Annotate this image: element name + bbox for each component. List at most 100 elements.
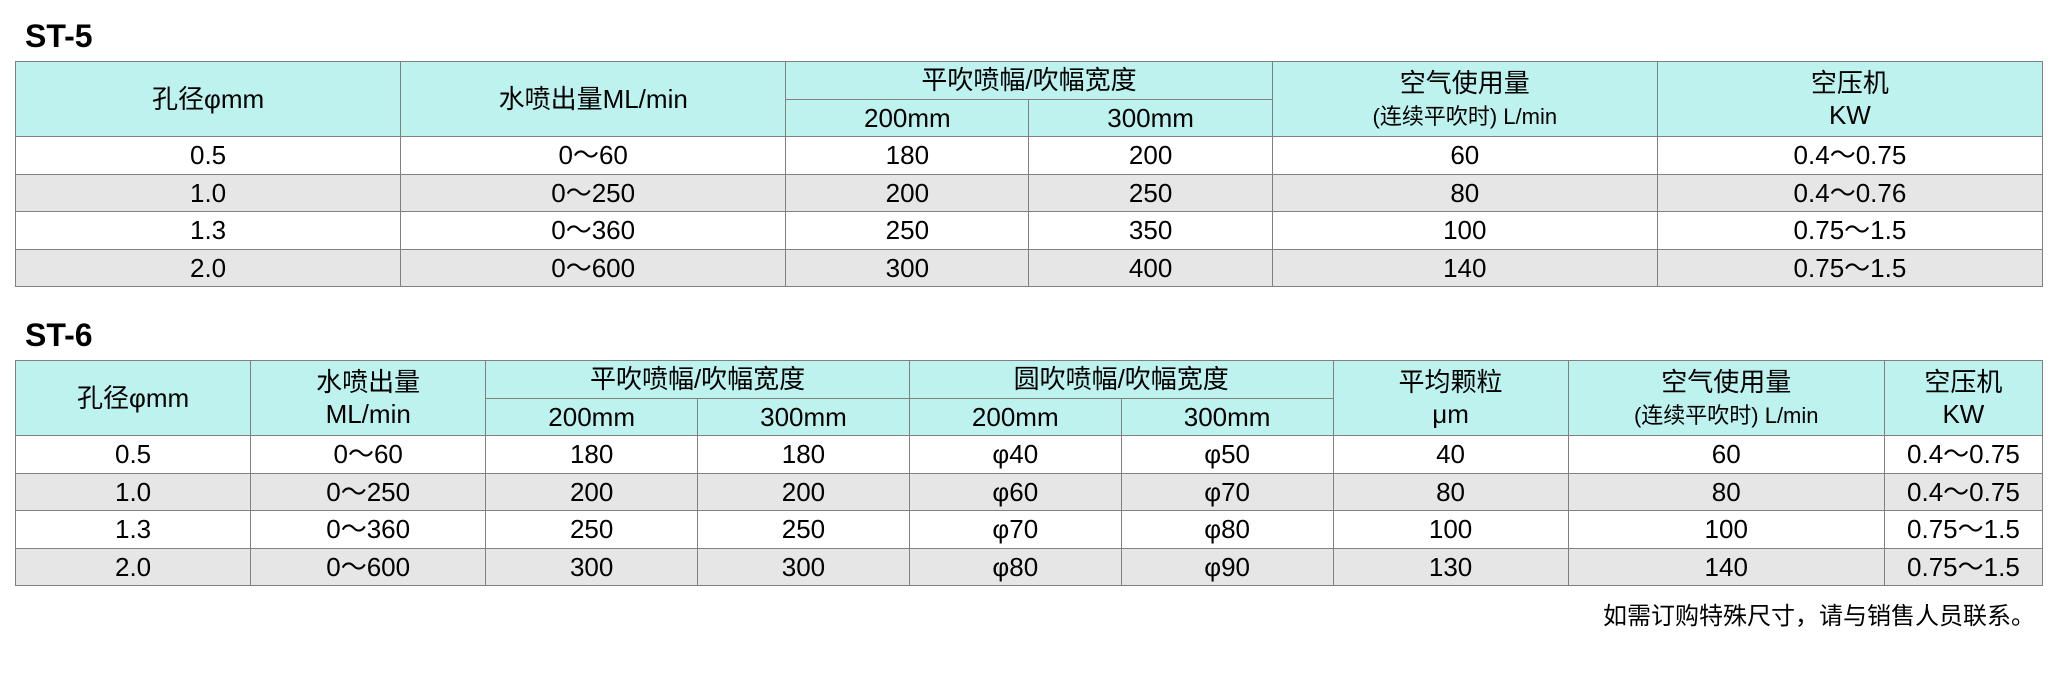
cell-bore: 1.3 bbox=[16, 212, 401, 250]
cell-air: 60 bbox=[1272, 137, 1657, 175]
cell-kw: 0.4～0.75 bbox=[1884, 473, 2042, 511]
cell-air: 80 bbox=[1568, 473, 1884, 511]
st6-th-particle-l1: 平均颗粒 bbox=[1399, 367, 1503, 397]
cell-f200: 180 bbox=[486, 436, 698, 474]
st6-th-particle-l2: μm bbox=[1432, 399, 1469, 429]
cell-kw: 0.75～1.5 bbox=[1657, 249, 2042, 287]
cell-water: 0～600 bbox=[251, 548, 486, 586]
table-row: 2.0 0～600 300 300 φ80 φ90 130 140 0.75～1… bbox=[16, 548, 2043, 586]
cell-r200: φ70 bbox=[909, 511, 1121, 549]
st6-th-comp-l1: 空压机 bbox=[1924, 367, 2002, 397]
st6-th-water-l1: 水喷出量 bbox=[316, 367, 420, 397]
cell-bore: 0.5 bbox=[16, 436, 251, 474]
cell-particle: 80 bbox=[1333, 473, 1568, 511]
table-row: 2.0 0～600 300 400 140 0.75～1.5 bbox=[16, 249, 2043, 287]
cell-f300: 200 bbox=[1029, 137, 1272, 175]
cell-f300: 250 bbox=[698, 511, 910, 549]
cell-particle: 130 bbox=[1333, 548, 1568, 586]
cell-air: 100 bbox=[1272, 212, 1657, 250]
st5-th-flat-group: 平吹喷幅/吹幅宽度 bbox=[786, 62, 1272, 100]
st5-th-air-l1: 空气使用量 bbox=[1400, 68, 1530, 98]
cell-water: 0～60 bbox=[251, 436, 486, 474]
cell-bore: 1.0 bbox=[16, 473, 251, 511]
table-row: 1.3 0～360 250 350 100 0.75～1.5 bbox=[16, 212, 2043, 250]
st6-th-flat-200: 200mm bbox=[486, 398, 698, 436]
cell-bore: 1.3 bbox=[16, 511, 251, 549]
st5-table: 孔径φmm 水喷出量ML/min 平吹喷幅/吹幅宽度 空气使用量 (连续平吹时)… bbox=[15, 61, 2043, 287]
cell-r200: φ60 bbox=[909, 473, 1121, 511]
cell-bore: 0.5 bbox=[16, 137, 401, 175]
st5-th-flat-200: 200mm bbox=[786, 99, 1029, 137]
st5-th-comp-l1: 空压机 bbox=[1811, 68, 1889, 98]
footer-note: 如需订购特殊尺寸，请与销售人员联系。 bbox=[15, 596, 2043, 631]
st5-th-air: 空气使用量 (连续平吹时) L/min bbox=[1272, 62, 1657, 137]
cell-r300: φ70 bbox=[1121, 473, 1333, 511]
cell-air: 100 bbox=[1568, 511, 1884, 549]
cell-f300: 400 bbox=[1029, 249, 1272, 287]
cell-r300: φ80 bbox=[1121, 511, 1333, 549]
cell-f200: 200 bbox=[786, 174, 1029, 212]
cell-f300: 300 bbox=[698, 548, 910, 586]
cell-particle: 40 bbox=[1333, 436, 1568, 474]
st6-th-water: 水喷出量 ML/min bbox=[251, 361, 486, 436]
cell-f200: 300 bbox=[786, 249, 1029, 287]
cell-water: 0～360 bbox=[401, 212, 786, 250]
cell-f300: 180 bbox=[698, 436, 910, 474]
cell-kw: 0.4～0.76 bbox=[1657, 174, 2042, 212]
cell-f200: 180 bbox=[786, 137, 1029, 175]
st6-th-air: 空气使用量 (连续平吹时) L/min bbox=[1568, 361, 1884, 436]
st6-th-water-l2: ML/min bbox=[326, 399, 411, 429]
st6-th-air-l1: 空气使用量 bbox=[1661, 367, 1791, 397]
table-row: 1.0 0～250 200 200 φ60 φ70 80 80 0.4～0.75 bbox=[16, 473, 2043, 511]
cell-f300: 350 bbox=[1029, 212, 1272, 250]
cell-r200: φ80 bbox=[909, 548, 1121, 586]
st5-title: ST-5 bbox=[25, 18, 2043, 55]
cell-bore: 2.0 bbox=[16, 548, 251, 586]
cell-particle: 100 bbox=[1333, 511, 1568, 549]
st6-table: 孔径φmm 水喷出量 ML/min 平吹喷幅/吹幅宽度 圆吹喷幅/吹幅宽度 平均… bbox=[15, 360, 2043, 586]
cell-air: 80 bbox=[1272, 174, 1657, 212]
st6-th-flat-group: 平吹喷幅/吹幅宽度 bbox=[486, 361, 910, 399]
st5-th-water: 水喷出量ML/min bbox=[401, 62, 786, 137]
table-row: 0.5 0～60 180 200 60 0.4～0.75 bbox=[16, 137, 2043, 175]
cell-air: 140 bbox=[1568, 548, 1884, 586]
cell-water: 0～600 bbox=[401, 249, 786, 287]
st5-th-comp-l2: KW bbox=[1829, 100, 1871, 130]
cell-f200: 250 bbox=[786, 212, 1029, 250]
cell-kw: 0.75～1.5 bbox=[1884, 511, 2042, 549]
cell-kw: 0.4～0.75 bbox=[1884, 436, 2042, 474]
cell-water: 0～250 bbox=[401, 174, 786, 212]
st6-title: ST-6 bbox=[25, 317, 2043, 354]
st6-th-round-group: 圆吹喷幅/吹幅宽度 bbox=[909, 361, 1333, 399]
cell-bore: 1.0 bbox=[16, 174, 401, 212]
st6-th-round-200: 200mm bbox=[909, 398, 1121, 436]
cell-kw: 0.75～1.5 bbox=[1884, 548, 2042, 586]
cell-f300: 200 bbox=[698, 473, 910, 511]
st5-th-comp: 空压机 KW bbox=[1657, 62, 2042, 137]
cell-kw: 0.75～1.5 bbox=[1657, 212, 2042, 250]
cell-r300: φ90 bbox=[1121, 548, 1333, 586]
cell-air: 140 bbox=[1272, 249, 1657, 287]
st6-th-particle: 平均颗粒 μm bbox=[1333, 361, 1568, 436]
cell-water: 0～360 bbox=[251, 511, 486, 549]
cell-f200: 300 bbox=[486, 548, 698, 586]
cell-f300: 250 bbox=[1029, 174, 1272, 212]
st6-th-bore: 孔径φmm bbox=[16, 361, 251, 436]
cell-kw: 0.4～0.75 bbox=[1657, 137, 2042, 175]
cell-air: 60 bbox=[1568, 436, 1884, 474]
st5-th-bore: 孔径φmm bbox=[16, 62, 401, 137]
cell-r200: φ40 bbox=[909, 436, 1121, 474]
st6-th-flat-300: 300mm bbox=[698, 398, 910, 436]
cell-bore: 2.0 bbox=[16, 249, 401, 287]
cell-water: 0～250 bbox=[251, 473, 486, 511]
st5-th-air-l2: (连续平吹时) L/min bbox=[1373, 104, 1558, 129]
cell-water: 0～60 bbox=[401, 137, 786, 175]
table-row: 1.0 0～250 200 250 80 0.4～0.76 bbox=[16, 174, 2043, 212]
cell-f200: 200 bbox=[486, 473, 698, 511]
st6-th-comp-l2: KW bbox=[1942, 399, 1984, 429]
table-row: 0.5 0～60 180 180 φ40 φ50 40 60 0.4～0.75 bbox=[16, 436, 2043, 474]
st6-th-round-300: 300mm bbox=[1121, 398, 1333, 436]
cell-r300: φ50 bbox=[1121, 436, 1333, 474]
st5-th-flat-300: 300mm bbox=[1029, 99, 1272, 137]
st6-th-air-l2: (连续平吹时) L/min bbox=[1634, 403, 1819, 428]
